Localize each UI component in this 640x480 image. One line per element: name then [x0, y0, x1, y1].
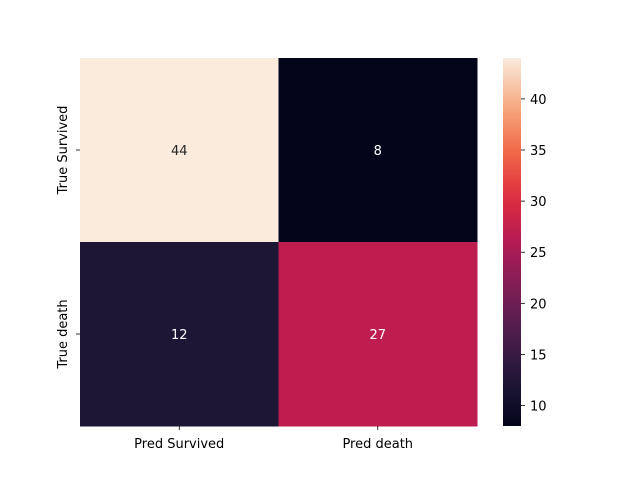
- colorbar-tick-label: 10: [530, 400, 547, 415]
- y-tick-label: True Survived: [56, 106, 71, 196]
- heatmap-cell: [278, 58, 478, 243]
- colorbar-tick-label: 35: [530, 144, 547, 159]
- cell-annotations: 44 8 12 27: [171, 144, 386, 343]
- x-tick-label: Pred Survived: [134, 437, 224, 452]
- heatmap-cells: [80, 58, 478, 427]
- heatmap-cell: [278, 242, 478, 427]
- cell-value-label: 27: [369, 328, 386, 343]
- colorbar-tick-label: 25: [530, 246, 547, 261]
- cell-value-label: 12: [171, 328, 188, 343]
- colorbar-gradient: [503, 58, 521, 426]
- colorbar-tick-label: 40: [530, 93, 547, 108]
- cell-value-label: 44: [171, 144, 188, 159]
- colorbar-tick-label: 20: [530, 297, 547, 312]
- y-tick-label: True death: [56, 299, 71, 369]
- colorbar: 10 15 20 25 30 35 40: [503, 58, 547, 426]
- heatmap-cell: [80, 242, 279, 427]
- heatmap-cell: [80, 58, 279, 243]
- colorbar-tick-label: 30: [530, 195, 547, 210]
- y-axis: True Survived True death: [56, 106, 80, 370]
- cell-value-label: 8: [374, 144, 382, 159]
- colorbar-tick-label: 15: [530, 348, 547, 363]
- x-axis: Pred Survived Pred death: [134, 426, 413, 452]
- x-tick-label: Pred death: [342, 437, 413, 452]
